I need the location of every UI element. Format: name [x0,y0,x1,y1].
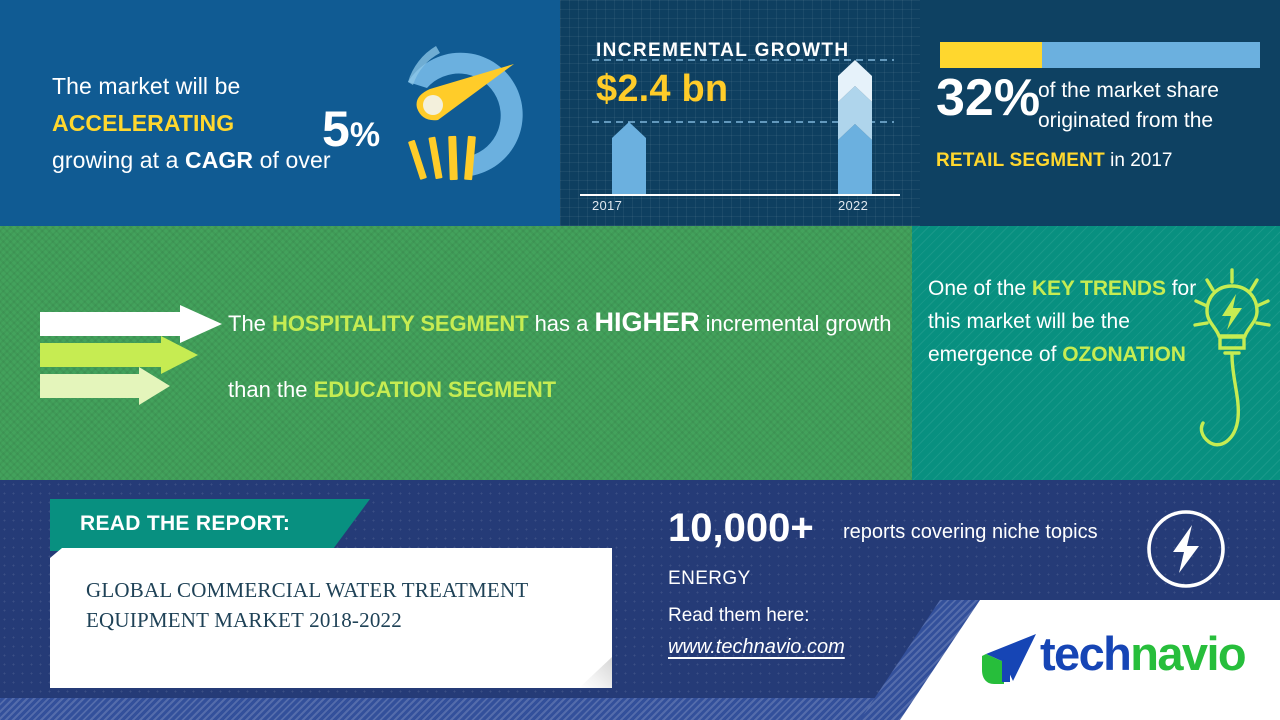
segment-line2-part1: than the [228,377,314,402]
axis-tick-2022: 2022 [838,198,869,213]
share-text-line1: of the market share [1038,79,1219,102]
axis-tick-2017: 2017 [592,198,623,213]
segment-comparison-panel [0,226,912,480]
reports-count: 10,000+ [668,506,814,550]
cagr-percent-symbol: % [349,116,381,154]
trends-line3-prefix: emergence of [928,343,1063,366]
ozonation-highlight: OZONATION [1062,343,1186,366]
report-title: GLOBAL COMMERCIAL WATER TREATMENT EQUIPM… [86,578,528,632]
speedometer-icon [408,46,523,181]
market-share-percent: 32% [936,69,1041,127]
market-share-bar [940,42,1260,68]
cagr-panel: The market will be ACCELERATING growing … [0,0,560,226]
logo-word-navio: navio [1130,627,1246,680]
trends-line2: this market will be the [928,310,1130,333]
segment-line1-part3: incremental growth [699,311,892,336]
higher-emphasis: HIGHER [594,307,700,337]
trends-line1-suffix: for [1165,277,1197,300]
cagr-number-digits: 5 [322,101,350,157]
read-the-report-label: READ THE REPORT: [80,512,291,535]
read-them-here-label: Read them here: [668,605,810,626]
incremental-growth-title: INCREMENTAL GROWTH [596,40,850,61]
cagr-line2-suffix: of over [253,147,331,173]
logo-word-tech: tech [1040,627,1132,680]
cagr-line2-prefix: growing at a [52,147,185,173]
technavio-arrow-logo-icon [982,634,1036,684]
cagr-bold-label: CAGR [185,147,254,173]
cagr-statement: The market will be ACCELERATING growing … [52,68,412,179]
arrow-middle-icon [40,336,198,374]
cagr-accelerating-highlight: ACCELERATING [52,110,235,136]
arrow-education-icon [40,367,170,405]
read-the-report-tab[interactable] [50,499,370,551]
retail-segment-highlight: RETAIL SEGMENT [936,150,1105,171]
reports-caption: reports covering niche topics [843,521,1098,543]
lightning-bolt-icon [1147,510,1225,588]
market-share-description: of the market share originated from the [1038,76,1268,136]
chart-axis-line [580,194,900,196]
segment-statement-line2: than the EDUCATION SEGMENT [228,375,898,405]
report-card[interactable] [50,548,612,688]
incremental-growth-panel: INCREMENTAL GROWTH $2.4 bn 2017 2022 [560,0,920,226]
segment-statement-line1: The HOSPITALITY SEGMENT has a HIGHER inc… [228,307,898,339]
market-share-segment-line: RETAIL SEGMENT in 2017 [936,148,1276,174]
market-share-panel: 32% of the market share originated from … [920,0,1280,226]
hospitality-segment-highlight: HOSPITALITY SEGMENT [272,311,529,336]
key-trends-statement: One of the KEY TRENDS for this market wi… [928,272,1203,371]
trends-line1-prefix: One of the [928,277,1032,300]
share-year-suffix: in 2017 [1104,150,1173,171]
cagr-value: 5% [322,104,380,154]
key-trends-panel [912,226,1280,480]
website-url-link[interactable]: www.technavio.com [668,636,845,658]
education-segment-highlight: EDUCATION SEGMENT [313,377,556,402]
segment-line1-part2: has a [528,311,595,336]
technavio-wordmark: technavio [1040,627,1247,680]
segment-line1-part1: The [228,311,273,336]
share-text-line2: originated from the [1038,109,1214,132]
incremental-growth-chart [592,59,894,194]
cagr-line1-prefix: The market will be [52,73,241,99]
lightbulb-icon [1193,268,1271,447]
reports-category: ENERGY [668,568,751,589]
arrow-hospitality-icon [40,305,222,343]
key-trends-highlight: KEY TRENDS [1031,277,1166,300]
incremental-growth-value: $2.4 bn [596,68,729,110]
market-share-bar-fill [940,42,1043,68]
